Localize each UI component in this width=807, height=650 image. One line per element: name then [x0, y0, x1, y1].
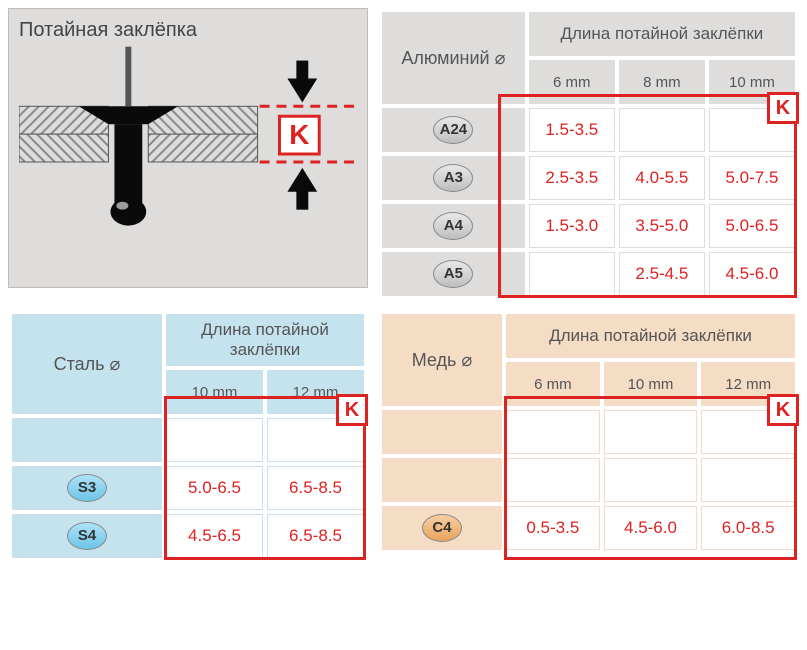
table-row: S4 4.5-6.5 6.5-8.5 — [12, 514, 364, 558]
table-row: A3 2.5-3.5 4.0-5.5 5.0-7.5 — [382, 156, 795, 200]
rivet-illustration: K — [19, 46, 357, 266]
code-badge: S3 — [67, 474, 107, 502]
table-row — [12, 418, 364, 462]
aluminum-length-header: Длина потайной заклёпки — [529, 12, 795, 56]
copper-material-header: Медь ⌀ — [382, 314, 502, 406]
steel-table: Сталь ⌀ Длина потайной заклёпки 10 mm 12… — [8, 310, 368, 562]
copper-section: Медь ⌀ Длина потайной заклёпки 6 mm 10 m… — [378, 310, 799, 562]
code-badge: A24 — [433, 116, 473, 144]
steel-col-0: 10 mm — [166, 370, 263, 414]
code-badge: C4 — [422, 514, 462, 542]
table-row: A24 1.5-3.5 — [382, 108, 795, 152]
k-label-icon: K — [289, 119, 309, 150]
aluminum-material-header: Алюминий ⌀ — [382, 12, 525, 104]
copper-k-badge: K — [767, 394, 799, 426]
table-row — [382, 458, 795, 502]
aluminum-col-1: 8 mm — [619, 60, 705, 104]
steel-length-header: Длина потайной заклёпки — [166, 314, 364, 366]
steel-k-badge: K — [336, 394, 368, 426]
steel-section: Сталь ⌀ Длина потайной заклёпки 10 mm 12… — [8, 310, 368, 562]
copper-length-header: Длина потайной заклёпки — [506, 314, 795, 358]
table-row: A4 1.5-3.0 3.5-5.0 5.0-6.5 — [382, 204, 795, 248]
copper-col-0: 6 mm — [506, 362, 600, 406]
aluminum-section: Алюминий ⌀ Длина потайной заклёпки 6 mm … — [378, 8, 799, 300]
aluminum-table: Алюминий ⌀ Длина потайной заклёпки 6 mm … — [378, 8, 799, 300]
aluminum-k-badge: K — [767, 92, 799, 124]
table-row — [382, 410, 795, 454]
diagram-panel: Потайная заклёпка — [8, 8, 368, 288]
code-badge: A4 — [433, 212, 473, 240]
table-row: S3 5.0-6.5 6.5-8.5 — [12, 466, 364, 510]
copper-table: Медь ⌀ Длина потайной заклёпки 6 mm 10 m… — [378, 310, 799, 554]
aluminum-col-0: 6 mm — [529, 60, 615, 104]
table-row: C4 0.5-3.5 4.5-6.0 6.0-8.5 — [382, 506, 795, 550]
steel-material-header: Сталь ⌀ — [12, 314, 162, 414]
code-badge: S4 — [67, 522, 107, 550]
diagram-title: Потайная заклёпка — [19, 19, 357, 42]
code-badge: A5 — [433, 260, 473, 288]
copper-col-1: 10 mm — [604, 362, 698, 406]
code-badge: A3 — [433, 164, 473, 192]
table-row: A5 2.5-4.5 4.5-6.0 — [382, 252, 795, 296]
